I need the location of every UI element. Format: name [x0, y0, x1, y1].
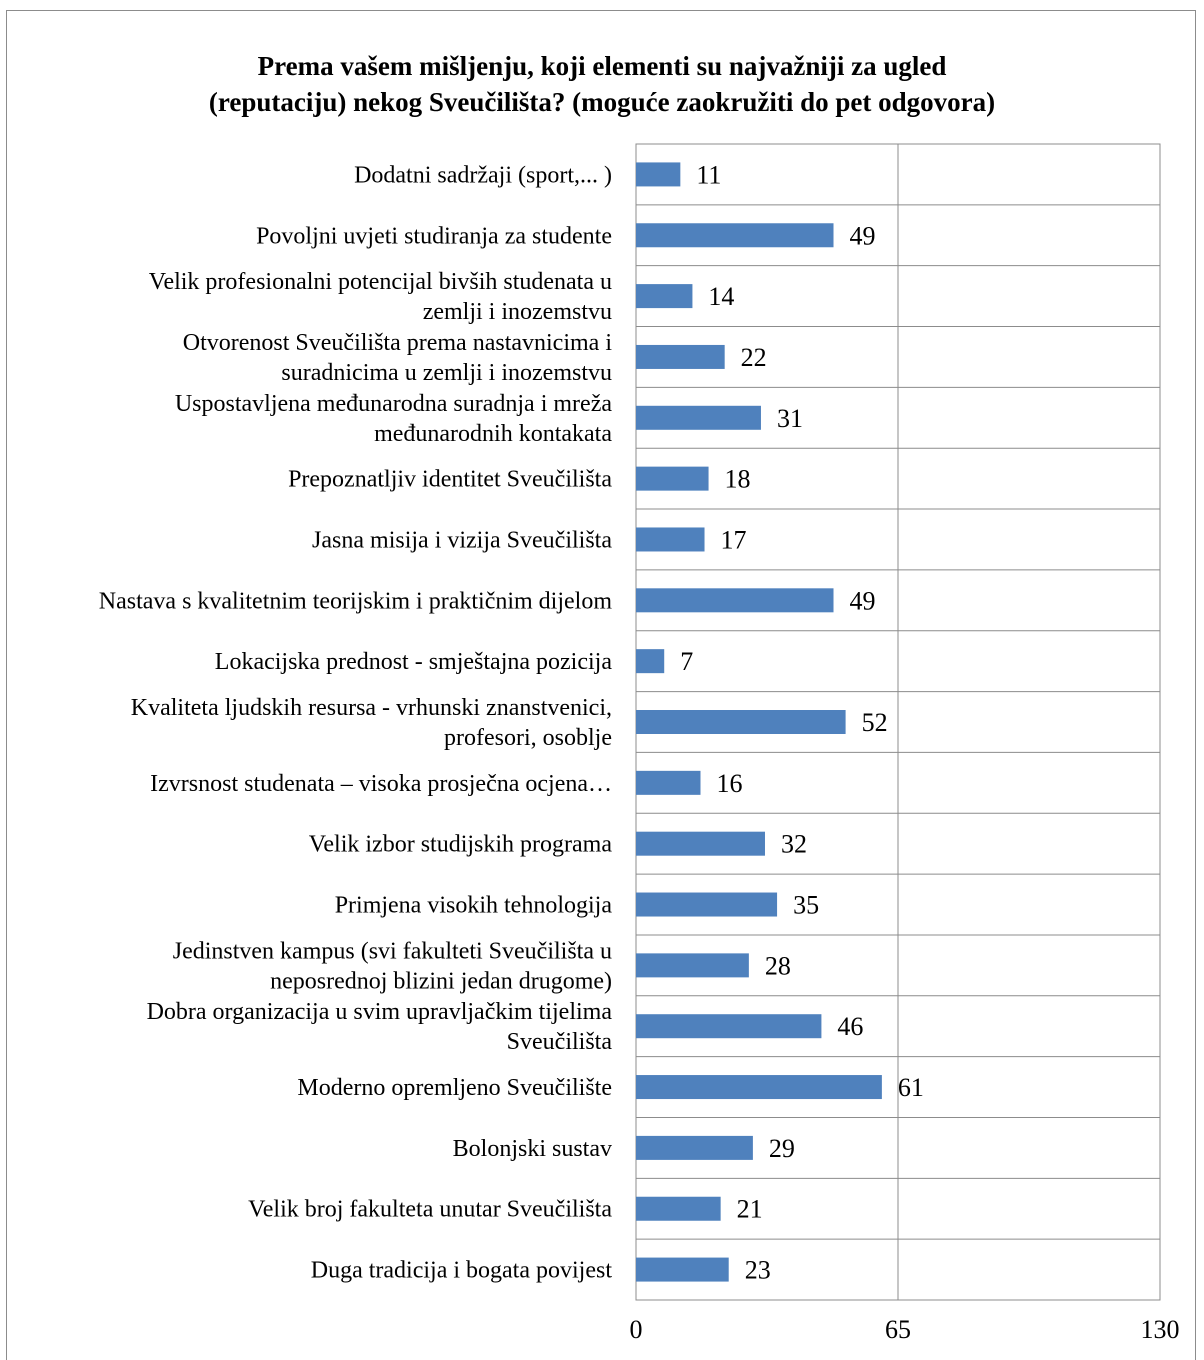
bar — [636, 466, 709, 491]
category-label: Velik profesionalni potencijal bivših st… — [149, 269, 612, 295]
data-label: 22 — [741, 343, 767, 372]
bar — [636, 284, 693, 309]
bar — [636, 162, 681, 187]
x-tick-label: 130 — [1141, 1315, 1180, 1344]
category-label: Lokacijska prednost - smještajna pozicij… — [215, 649, 613, 675]
data-label: 23 — [745, 1256, 771, 1285]
bar — [636, 953, 749, 978]
category-label: Povoljni uvjeti studiranja za studente — [256, 223, 612, 249]
data-label: 29 — [769, 1134, 795, 1163]
bar — [636, 710, 846, 734]
data-label: 31 — [777, 404, 803, 433]
category-label: Uspostavljena međunarodna suradnja i mre… — [175, 391, 613, 417]
data-label: 32 — [781, 830, 807, 859]
category-label: Duga tradicija i bogata povijest — [311, 1258, 613, 1284]
data-label: 21 — [737, 1195, 763, 1224]
data-label: 46 — [837, 1012, 863, 1041]
chart-frame — [6, 10, 1196, 1360]
category-label: Primjena visokih tehnologija — [335, 893, 613, 919]
data-label: 11 — [696, 160, 721, 189]
category-label: Dodatni sadržaji (sport,... ) — [354, 162, 612, 188]
category-label: neposrednoj blizini jedan drugome) — [270, 968, 612, 994]
bar — [636, 770, 701, 795]
chart-title-line-2: (reputaciju) nekog Sveučilišta? (moguće … — [208, 87, 996, 117]
data-label: 16 — [716, 769, 742, 798]
data-label: 28 — [765, 951, 791, 980]
data-label: 14 — [708, 282, 734, 311]
category-label: Velik izbor studijskih programa — [309, 832, 613, 858]
data-label: 35 — [793, 891, 819, 920]
category-label: Otvorenost Sveučilišta prema nastavnicim… — [183, 330, 613, 356]
bar — [636, 223, 834, 248]
category-label: Prepoznatljiv identitet Sveučilišta — [288, 467, 612, 493]
category-label: Bolonjski sustav — [453, 1136, 612, 1162]
data-label: 17 — [721, 525, 747, 554]
category-label: Kvaliteta ljudskih resursa - vrhunski zn… — [131, 695, 612, 721]
category-label: Dobra organizacija u svim upravljačkim t… — [147, 999, 613, 1025]
category-label: profesori, osoblje — [444, 725, 612, 751]
bar — [636, 1135, 753, 1160]
category-label: Moderno opremljeno Sveučilište — [297, 1075, 612, 1101]
data-label: 61 — [898, 1073, 924, 1102]
bar — [636, 831, 765, 856]
category-label: Izvrsnost studenata – visoka prosječna o… — [150, 771, 612, 797]
category-label: Jasna misija i vizija Sveučilišta — [312, 527, 612, 553]
bar — [636, 1014, 822, 1039]
category-label: međunarodnih kontakata — [374, 421, 612, 447]
data-label: 7 — [680, 647, 693, 676]
x-tick-label: 0 — [630, 1315, 643, 1344]
category-label: Nastava s kvalitetnim teorijskim i prakt… — [99, 588, 613, 614]
bar — [636, 1196, 721, 1221]
category-label: Velik broj fakulteta unutar Sveučilišta — [248, 1197, 612, 1223]
data-label: 49 — [850, 586, 876, 615]
data-label: 18 — [725, 465, 751, 494]
chart-title: Prema vašem mišljenju, koji elementi su … — [0, 48, 1204, 120]
category-label: zemlji i inozemstvu — [423, 299, 612, 325]
category-label: Jedinstven kampus (svi fakulteti Sveučil… — [173, 938, 612, 964]
bar — [636, 527, 705, 552]
bar — [636, 892, 778, 917]
bar — [636, 588, 834, 613]
bar — [636, 1257, 729, 1282]
chart-title-line-1: Prema vašem mišljenju, koji elementi su … — [257, 51, 947, 81]
category-label: suradnicima u zemlji i inozemstvu — [281, 360, 612, 386]
bar — [636, 405, 761, 430]
data-label: 49 — [850, 221, 876, 250]
category-label: Sveučilišta — [507, 1029, 613, 1055]
bar — [636, 1075, 882, 1100]
bar — [636, 649, 665, 674]
bar — [636, 344, 725, 369]
x-tick-label: 65 — [885, 1315, 911, 1344]
data-label: 52 — [862, 708, 888, 737]
